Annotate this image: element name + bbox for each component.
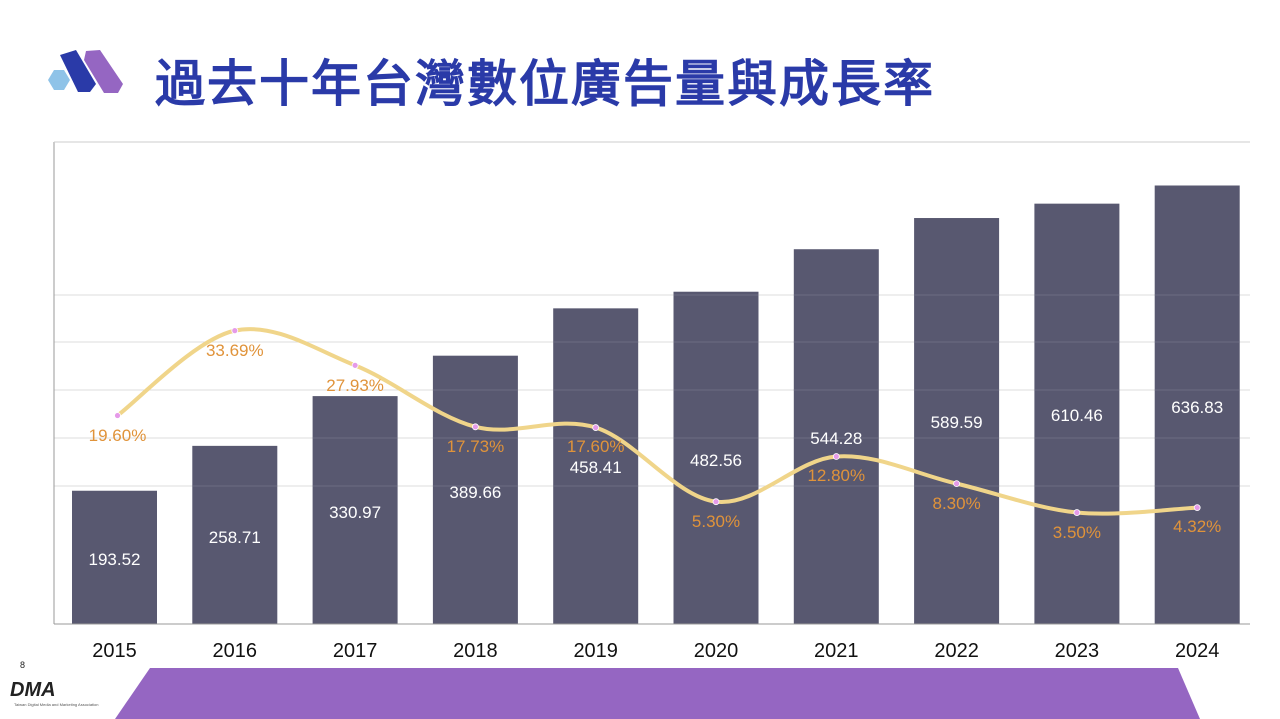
growth-rate-marker-2019 xyxy=(592,424,600,431)
growth-rate-label: 19.60% xyxy=(89,426,147,445)
bar-2024 xyxy=(1154,185,1240,624)
x-tick-label: 2022 xyxy=(934,640,979,662)
bar-value-label: 589.59 xyxy=(931,413,983,432)
bar-2020 xyxy=(673,291,759,624)
logo-hexagon-shape xyxy=(48,70,70,90)
growth-rate-marker-2022 xyxy=(953,480,960,488)
dma-logo-subtitle: Taiwan Digital Media and Marketing Assoc… xyxy=(14,702,99,707)
bar-2016 xyxy=(192,445,278,624)
x-tick-label: 2016 xyxy=(213,640,258,662)
x-tick-label: 2020 xyxy=(694,640,739,662)
growth-rate-label: 17.73% xyxy=(447,437,505,456)
bar-2018 xyxy=(432,355,518,624)
growth-rate-label: 3.50% xyxy=(1053,523,1101,542)
growth-rate-marker-2018 xyxy=(471,423,479,431)
bar-2023 xyxy=(1034,203,1120,625)
growth-rate-label: 5.30% xyxy=(692,512,740,531)
bar-value-label: 389.66 xyxy=(449,483,501,502)
growth-rate-marker-2021 xyxy=(832,453,840,460)
dma-logo: DMA xyxy=(10,679,56,700)
x-tick-label: 2023 xyxy=(1055,640,1100,662)
x-tick-label: 2015 xyxy=(92,640,137,662)
bar-2019 xyxy=(553,308,639,624)
bar-value-label: 544.28 xyxy=(810,429,862,448)
x-tick-label: 2021 xyxy=(814,640,859,662)
page-title: 過去十年台灣數位廣告量與成長率 xyxy=(155,55,935,113)
bar-value-label: 610.46 xyxy=(1051,406,1103,425)
growth-rate-marker-2015 xyxy=(114,412,121,419)
bar-2022 xyxy=(914,218,1000,624)
x-tick-label: 2018 xyxy=(453,640,498,662)
growth-rate-label: 4.32% xyxy=(1173,517,1221,536)
bar-2015 xyxy=(72,490,157,624)
bar-value-label: 482.56 xyxy=(690,451,742,470)
dma-logo-text: DMA xyxy=(10,679,56,700)
growth-rate-marker-2020 xyxy=(712,498,720,506)
growth-rate-label: 27.93% xyxy=(326,376,384,395)
growth-rate-label: 12.80% xyxy=(807,466,865,485)
x-tick-label: 2017 xyxy=(333,640,378,662)
growth-rate-line xyxy=(116,327,1198,516)
growth-rate-label: 33.69% xyxy=(206,341,264,360)
growth-rate-marker-2017 xyxy=(351,361,359,369)
growth-rate-marker-2023 xyxy=(1073,509,1081,516)
growth-rate-label: 8.30% xyxy=(932,494,980,513)
growth-rate-marker-2016 xyxy=(231,327,239,335)
x-tick-label: 2024 xyxy=(1175,640,1220,662)
logo-dark-stroke xyxy=(60,50,96,92)
bar-value-label: 458.41 xyxy=(570,458,622,477)
growth-rate-marker-2024 xyxy=(1193,504,1201,511)
bar-2017 xyxy=(312,396,398,624)
bar-value-label: 258.71 xyxy=(209,528,261,547)
x-tick-label: 2019 xyxy=(573,640,618,662)
bar-2021 xyxy=(793,249,879,624)
footer-band xyxy=(115,668,1200,719)
bar-value-label: 636.83 xyxy=(1171,398,1223,417)
header-logo xyxy=(48,50,123,93)
logo-purple-stroke xyxy=(84,50,123,93)
bar-value-label: 193.52 xyxy=(89,550,141,569)
growth-rate-label: 17.60% xyxy=(567,437,625,456)
bar-value-label: 330.97 xyxy=(329,503,381,522)
page-number: 8 xyxy=(20,660,26,670)
